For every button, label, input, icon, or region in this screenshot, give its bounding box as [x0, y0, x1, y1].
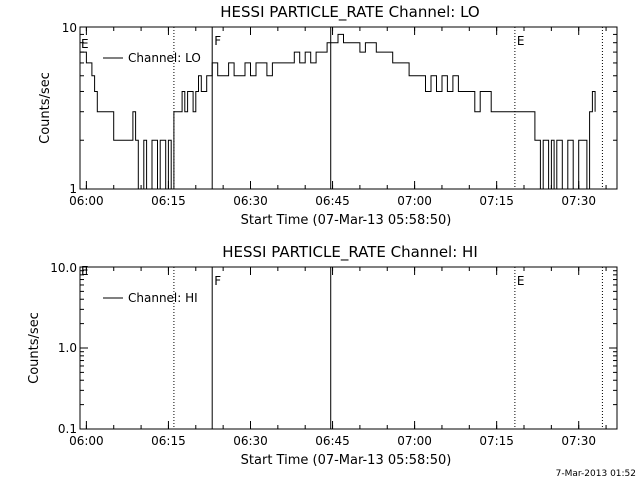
- y-tick-label: 0.1: [58, 422, 77, 436]
- x-tick-label: 07:30: [561, 194, 596, 208]
- panel-lo: HESSI PARTICLE_RATE Channel: LO Counts/s…: [38, 3, 618, 228]
- x-tick-label: 06:45: [315, 194, 350, 208]
- x-tick-label: 06:45: [315, 434, 350, 448]
- event-marker-label: F: [214, 34, 221, 48]
- x-tick-label: 06:00: [69, 434, 104, 448]
- event-marker-label: E: [517, 34, 525, 48]
- edge-label: E: [81, 264, 89, 278]
- x-tick-label: 07:15: [479, 434, 514, 448]
- x-tick-label: 07:00: [397, 434, 432, 448]
- series-line-lo: [80, 33, 596, 190]
- y-axis-label: Counts/sec: [38, 72, 53, 144]
- x-tick-label: 06:00: [69, 194, 104, 208]
- x-tick-label: 06:15: [151, 434, 186, 448]
- chart-title: HESSI PARTICLE_RATE Channel: LO: [220, 3, 479, 22]
- x-axis-label: Start Time (07-Mar-13 05:58:50): [241, 213, 452, 228]
- x-tick-label: 06:15: [151, 194, 186, 208]
- edge-label: E: [81, 37, 89, 51]
- y-tick-label: 1.0: [58, 341, 77, 355]
- x-tick-label: 07:00: [397, 194, 432, 208]
- y-tick-label: 10: [62, 21, 77, 35]
- y-axis-label: Counts/sec: [27, 312, 42, 384]
- date-stamp: 7-Mar-2013 01:52: [556, 469, 636, 479]
- x-axis-label: Start Time (07-Mar-13 05:58:50): [241, 453, 452, 468]
- x-tick-label: 06:30: [233, 434, 268, 448]
- x-tick-label: 06:30: [233, 194, 268, 208]
- legend-entry: Channel: LO: [128, 51, 201, 65]
- y-tick-label: 1: [69, 182, 77, 196]
- y-tick-label: 10.0: [50, 261, 77, 275]
- event-marker-label: F: [214, 274, 221, 288]
- panel-hi: HESSI PARTICLE_RATE Channel: HI Counts/s…: [27, 243, 618, 468]
- chart-title: HESSI PARTICLE_RATE Channel: HI: [222, 243, 478, 262]
- x-tick-label: 07:30: [561, 434, 596, 448]
- event-marker-label: E: [517, 274, 525, 288]
- plot-frame: [79, 26, 618, 190]
- x-tick-label: 07:15: [479, 194, 514, 208]
- legend-entry: Channel: HI: [128, 291, 198, 305]
